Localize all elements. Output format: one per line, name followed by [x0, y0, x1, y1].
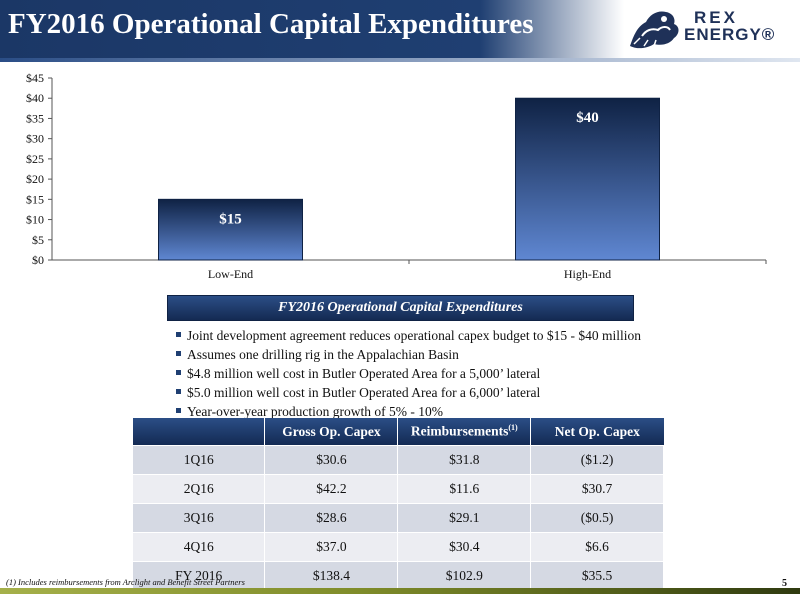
- table-header-blank: [132, 418, 266, 446]
- bullet-item: Year-over-year production growth of 5% -…: [176, 402, 736, 421]
- bullet-text: Year-over-year production growth of 5% -…: [187, 404, 444, 419]
- table-cell-gross: $28.6: [264, 503, 399, 533]
- table-cell-gross: $42.2: [264, 474, 399, 504]
- x-tick-label: Low-End: [208, 267, 253, 281]
- square-bullet-icon: [176, 389, 181, 395]
- table-cell-reimb: $11.6: [397, 474, 532, 504]
- section-banner: FY2016 Operational Capital Expenditures: [167, 295, 634, 321]
- table-cell-period: 4Q16: [131, 532, 266, 562]
- bullet-item: Assumes one drilling rig in the Appalach…: [176, 345, 736, 364]
- table-header-row: Gross Op. Capex Reimbursements(1) Net Op…: [132, 418, 664, 446]
- table-cell-net: ($1.2): [530, 445, 664, 475]
- bullet-text: $4.8 million well cost in Butler Operate…: [187, 366, 541, 381]
- y-tick-label: $45: [26, 71, 44, 85]
- table-cell-period: 3Q16: [131, 503, 266, 533]
- footnote-marker: (1): [508, 423, 518, 433]
- footnote: (1) Includes reimbursements from Arcligh…: [6, 577, 245, 587]
- table-cell-reimb: $31.8: [397, 445, 532, 475]
- table-cell-net: ($0.5): [530, 503, 664, 533]
- bar: [158, 198, 303, 261]
- square-bullet-icon: [176, 351, 181, 357]
- table-cell-gross: $138.4: [264, 561, 399, 591]
- table-row: FY 2016 $138.4 $102.9 $35.5: [131, 561, 664, 591]
- table-cell-reimb: $30.4: [397, 532, 532, 562]
- table-row: 4Q16 $37.0 $30.4 $6.6: [131, 532, 664, 562]
- capex-bar-chart: $0 $5 $10 $15 $20 $25 $30 $35 $40 $45 $15 Low-End $…: [26, 71, 767, 281]
- capex-table: Gross Op. Capex Reimbursements(1) Net Op…: [131, 418, 664, 591]
- y-tick-label: $30: [26, 132, 44, 146]
- bullet-item: Joint development agreement reduces oper…: [176, 326, 736, 345]
- square-bullet-icon: [176, 370, 181, 376]
- table-cell-period: 2Q16: [131, 474, 266, 504]
- table-cell-gross: $37.0: [264, 532, 399, 562]
- table-cell-net: $30.7: [530, 474, 664, 504]
- table-header-net: Net Op. Capex: [530, 418, 664, 446]
- y-tick-label: $0: [32, 253, 44, 267]
- y-tick-label: $25: [26, 152, 44, 166]
- bullet-item: $4.8 million well cost in Butler Operate…: [176, 364, 736, 383]
- bar: [515, 97, 660, 261]
- bullet-list: Joint development agreement reduces oper…: [176, 326, 736, 421]
- y-tick-label: $10: [26, 213, 44, 227]
- logo-emblem-icon: [630, 11, 679, 49]
- table-cell-period: FY 2016: [131, 561, 266, 591]
- table-header-reimbursements: Reimbursements(1): [397, 418, 532, 446]
- table-cell-period: 1Q16: [131, 445, 266, 475]
- table-header-gross: Gross Op. Capex: [264, 418, 399, 446]
- table-cell-net: $35.5: [530, 561, 664, 591]
- table-cell-gross: $30.6: [264, 445, 399, 475]
- bar-value-label: $15: [219, 211, 242, 227]
- bullet-text: Joint development agreement reduces oper…: [187, 328, 641, 343]
- y-tick-label: $5: [32, 233, 44, 247]
- table-row: 1Q16 $30.6 $31.8 ($1.2): [131, 445, 664, 475]
- table-cell-reimb: $29.1: [397, 503, 532, 533]
- y-tick-label: $35: [26, 111, 44, 125]
- y-tick-label: $40: [26, 91, 44, 105]
- bar-value-label: $40: [576, 110, 599, 126]
- logo-text-rex: REX: [694, 8, 738, 27]
- page-title: FY2016 Operational Capital Expenditures: [8, 8, 534, 40]
- table-row: 2Q16 $42.2 $11.6 $30.7: [131, 474, 664, 504]
- header-divider: [0, 58, 800, 62]
- y-tick-label: $15: [26, 192, 44, 206]
- table-header-reimb-label: Reimbursements: [410, 423, 509, 439]
- table-row: 3Q16 $28.6 $29.1 ($0.5): [131, 503, 664, 533]
- bullet-text: Assumes one drilling rig in the Appalach…: [187, 347, 459, 362]
- bullet-item: $5.0 million well cost in Butler Operate…: [176, 383, 736, 402]
- footer-bar: [0, 588, 800, 594]
- table-cell-reimb: $102.9: [397, 561, 532, 591]
- y-tick-label: $20: [26, 172, 44, 186]
- logo-text-energy: ENERGY®: [684, 25, 776, 44]
- square-bullet-icon: [176, 332, 181, 338]
- square-bullet-icon: [176, 408, 181, 414]
- page-number: 5: [782, 578, 787, 589]
- bullet-text: $5.0 million well cost in Butler Operate…: [187, 385, 541, 400]
- x-tick-label: High-End: [564, 267, 611, 281]
- rex-energy-logo: REX ENERGY®: [624, 4, 794, 54]
- table-cell-net: $6.6: [530, 532, 664, 562]
